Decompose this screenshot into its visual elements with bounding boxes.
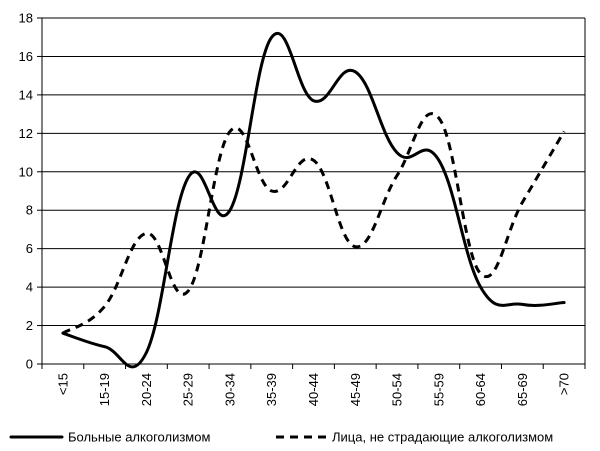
y-tick-label: 10 (19, 164, 33, 179)
legend-label-2: Лица, не страдающие алкоголизмом (332, 430, 553, 445)
y-tick-label: 14 (19, 87, 33, 102)
x-tick-labels: <15 15-19 20-24 25-29 30-34 35-39 40-44 45-49 50… (55, 373, 571, 406)
y-tick-label: 12 (19, 126, 33, 141)
legend-label-1: Больные алкоголизмом (68, 430, 210, 445)
x-tick-label: 55-59 (431, 373, 446, 406)
legend: Больные алкоголизмом Лица, не страдающие … (9, 430, 553, 445)
x-tick-label: 15-19 (97, 373, 112, 406)
series-line-1 (61, 32, 566, 369)
x-tick-label: >70 (557, 373, 572, 395)
y-tick-label: 0 (26, 357, 33, 372)
grid-lines (42, 17, 585, 327)
x-tick-label: 50-54 (390, 373, 405, 406)
y-tick-label: 16 (19, 49, 33, 64)
x-tick-label: 65-69 (515, 373, 530, 406)
y-tick-label: 6 (26, 241, 33, 256)
x-tick-label: 35-39 (264, 373, 279, 406)
y-tick-label: 8 (26, 203, 33, 218)
y-tick-labels: 0 2 4 6 8 10 12 14 16 18 (19, 11, 33, 372)
y-tick-label: 2 (26, 318, 33, 333)
x-tick-label: 20-24 (139, 373, 154, 406)
y-tick-label: 18 (19, 11, 33, 26)
y-tick-label: 4 (26, 280, 33, 295)
x-tick-label: <15 (55, 373, 70, 395)
x-tick-label: 40-44 (306, 373, 321, 406)
axes (37, 17, 586, 369)
x-tick-label: 25-29 (181, 373, 196, 406)
x-tick-label: 60-64 (473, 373, 488, 406)
x-tick-label: 30-34 (222, 373, 237, 406)
series-lines (61, 32, 566, 369)
x-tick-label: 45-49 (348, 373, 363, 406)
series-line-2 (62, 112, 566, 335)
